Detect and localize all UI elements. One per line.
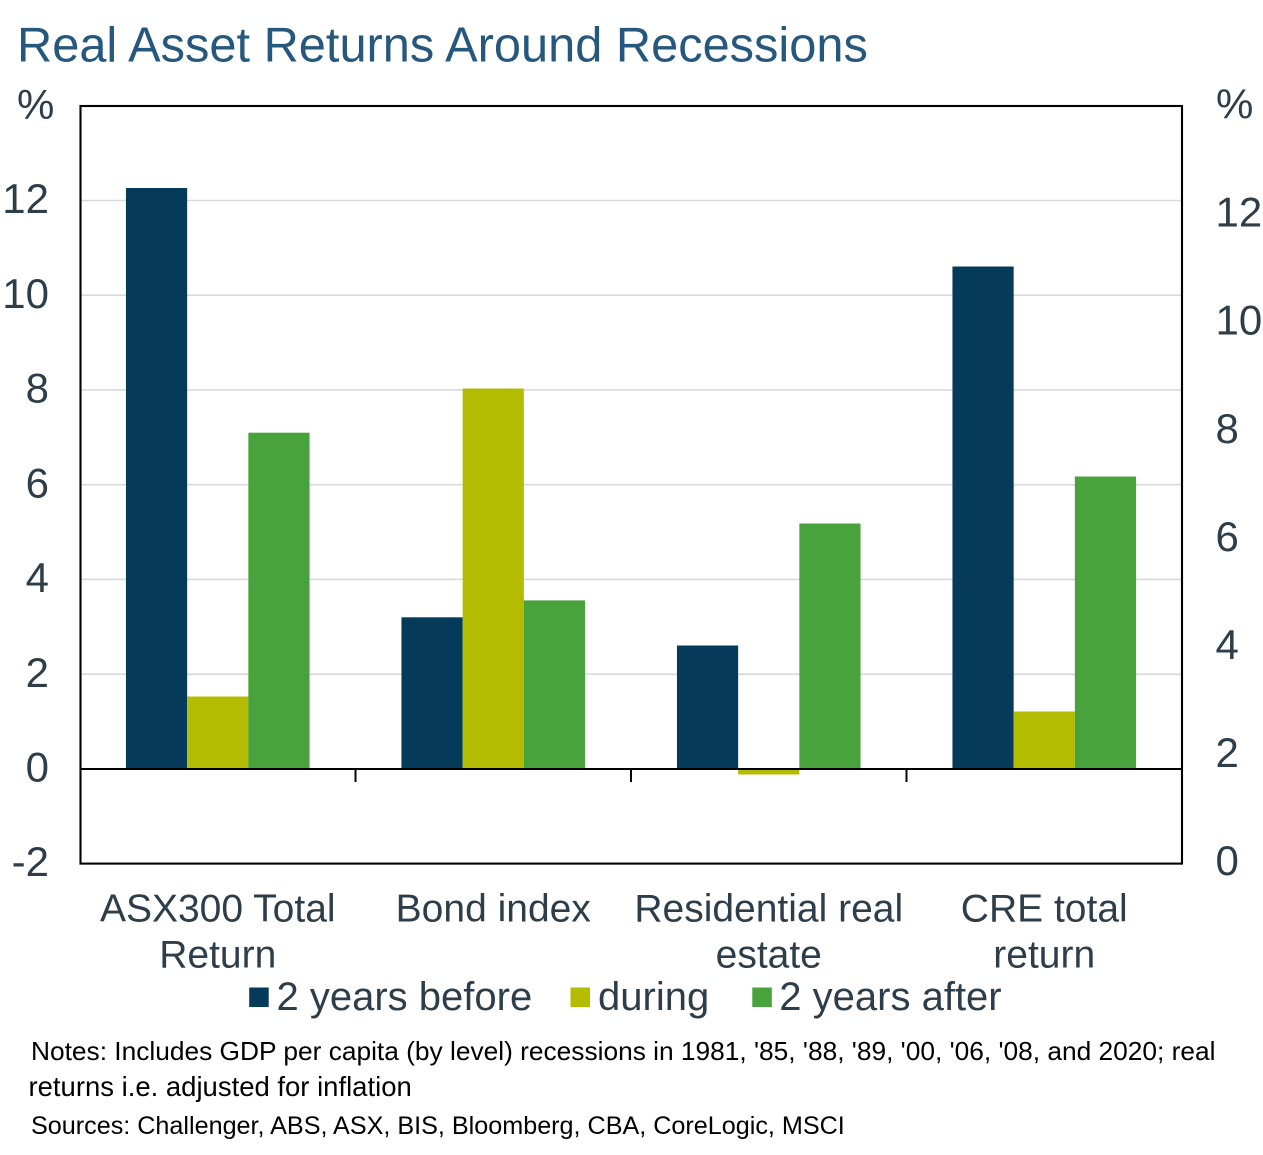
svg-text:%: %: [17, 81, 54, 128]
svg-text:4: 4: [1216, 621, 1239, 668]
svg-text:during: during: [598, 975, 709, 1019]
svg-text:ASX300 Total: ASX300 Total: [100, 888, 336, 931]
svg-text:6: 6: [26, 459, 49, 506]
svg-text:Residential real: Residential real: [634, 888, 903, 931]
svg-text:Bond index: Bond index: [396, 888, 592, 931]
svg-text:returns i.e. adjusted for infl: returns i.e. adjusted for inflation: [29, 1071, 412, 1102]
svg-text:-2: -2: [12, 838, 49, 885]
svg-text:2: 2: [26, 649, 49, 696]
svg-text:Return: Return: [159, 934, 276, 977]
svg-text:Notes: Includes GDP per capita: Notes: Includes GDP per capita (by level…: [31, 1036, 1215, 1066]
svg-text:estate: estate: [716, 934, 822, 977]
svg-text:12: 12: [1216, 189, 1263, 236]
svg-text:Real Asset Returns Around Rece: Real Asset Returns Around Recessions: [17, 19, 868, 73]
svg-text:10: 10: [2, 270, 49, 317]
svg-text:CRE total: CRE total: [961, 888, 1128, 931]
svg-text:12: 12: [2, 175, 49, 222]
svg-text:2 years before: 2 years before: [277, 975, 533, 1019]
svg-text:4: 4: [26, 554, 49, 601]
svg-text:0: 0: [26, 743, 49, 790]
svg-text:8: 8: [1216, 405, 1239, 452]
svg-text:6: 6: [1216, 513, 1239, 560]
svg-text:8: 8: [26, 365, 49, 412]
svg-text:2 years after: 2 years after: [779, 975, 1001, 1019]
svg-text:0: 0: [1216, 837, 1239, 884]
svg-text:Sources: Challenger, ABS, ASX,: Sources: Challenger, ABS, ASX, BIS, Bloo…: [31, 1112, 845, 1140]
svg-text:%: %: [1216, 81, 1253, 128]
svg-text:10: 10: [1216, 297, 1263, 344]
svg-text:return: return: [993, 934, 1095, 977]
svg-text:2: 2: [1216, 729, 1239, 776]
